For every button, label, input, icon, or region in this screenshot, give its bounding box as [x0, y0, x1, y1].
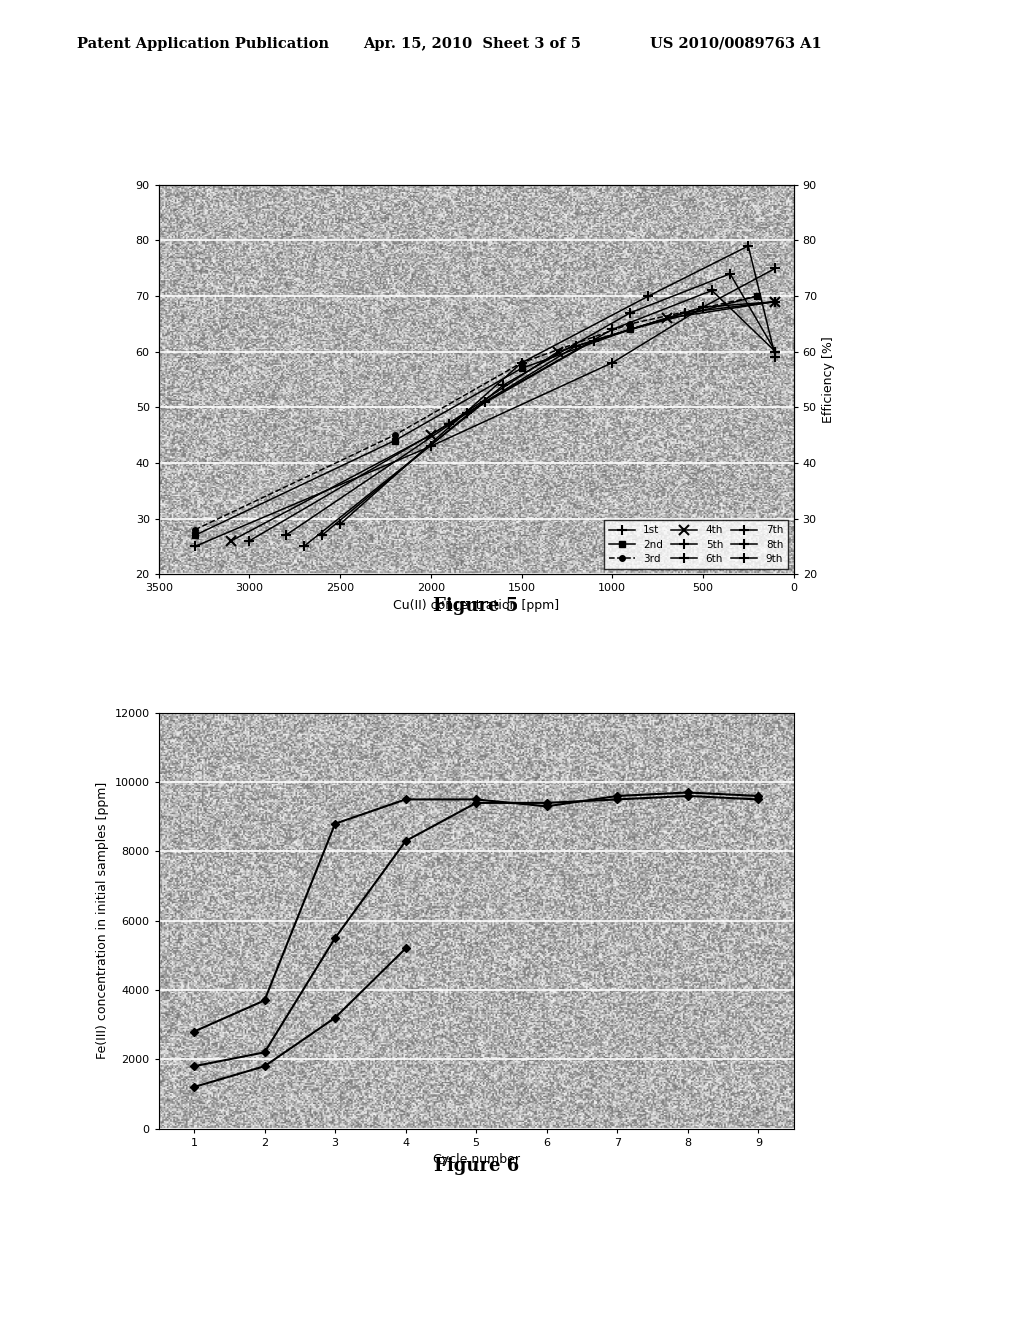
2nd [388, 433, 400, 449]
7th [706, 282, 718, 298]
3rd [188, 521, 201, 537]
4th [425, 428, 437, 444]
Line: 9th: 9th [335, 242, 780, 529]
5th [442, 416, 455, 432]
9th [334, 516, 346, 532]
2nd [625, 322, 637, 338]
1st [188, 539, 201, 554]
7th [606, 322, 618, 338]
8th [724, 265, 736, 281]
Line: 5th: 5th [245, 297, 780, 545]
6th [588, 333, 600, 348]
9th [515, 355, 527, 371]
Line: 2nd: 2nd [193, 293, 760, 539]
4th [769, 294, 781, 310]
Line: 8th: 8th [317, 269, 780, 540]
7th [479, 393, 492, 409]
2nd [752, 288, 764, 304]
4th [552, 343, 564, 359]
6th [280, 527, 292, 544]
8th [498, 378, 510, 393]
Text: Figure 5: Figure 5 [433, 597, 519, 615]
8th [315, 527, 328, 544]
3rd [515, 355, 527, 371]
5th [769, 294, 781, 310]
6th [461, 405, 473, 421]
9th [742, 238, 755, 253]
5th [244, 533, 256, 549]
Y-axis label: Fe(III) concentration in initial samples [ppm]: Fe(III) concentration in initial samples… [96, 781, 109, 1060]
9th [769, 350, 781, 366]
1st [425, 438, 437, 454]
2nd [188, 527, 201, 544]
Line: 1st: 1st [190, 264, 780, 552]
X-axis label: Cu(II) concentration [ppm]: Cu(II) concentration [ppm] [393, 599, 559, 611]
7th [769, 343, 781, 359]
3rd [752, 288, 764, 304]
Text: Apr. 15, 2010  Sheet 3 of 5: Apr. 15, 2010 Sheet 3 of 5 [364, 37, 582, 51]
Y-axis label: Efficiency [%]: Efficiency [%] [822, 337, 836, 422]
2nd [515, 360, 527, 376]
Text: Patent Application Publication: Patent Application Publication [77, 37, 329, 51]
Legend: 1st, 2nd, 3rd, 4th, 5th, 6th, 7th, 8th, 9th: 1st, 2nd, 3rd, 4th, 5th, 6th, 7th, 8th, … [603, 520, 788, 569]
Line: 6th: 6th [281, 297, 780, 540]
8th [769, 343, 781, 359]
Line: 3rd: 3rd [193, 293, 760, 532]
Text: US 2010/0089763 A1: US 2010/0089763 A1 [650, 37, 822, 51]
X-axis label: Cycle number: Cycle number [433, 1154, 519, 1166]
1st [696, 300, 709, 315]
Text: Figure 6: Figure 6 [433, 1156, 519, 1175]
4th [225, 533, 238, 549]
7th [298, 539, 310, 554]
5th [569, 338, 582, 354]
4th [660, 310, 673, 326]
Line: 7th: 7th [299, 285, 780, 552]
5th [679, 305, 691, 321]
6th [769, 294, 781, 310]
8th [625, 305, 637, 321]
6th [696, 300, 709, 315]
3rd [388, 428, 400, 444]
3rd [625, 315, 637, 331]
1st [606, 355, 618, 371]
1st [769, 260, 781, 276]
Line: 4th: 4th [226, 297, 780, 545]
9th [642, 288, 654, 304]
